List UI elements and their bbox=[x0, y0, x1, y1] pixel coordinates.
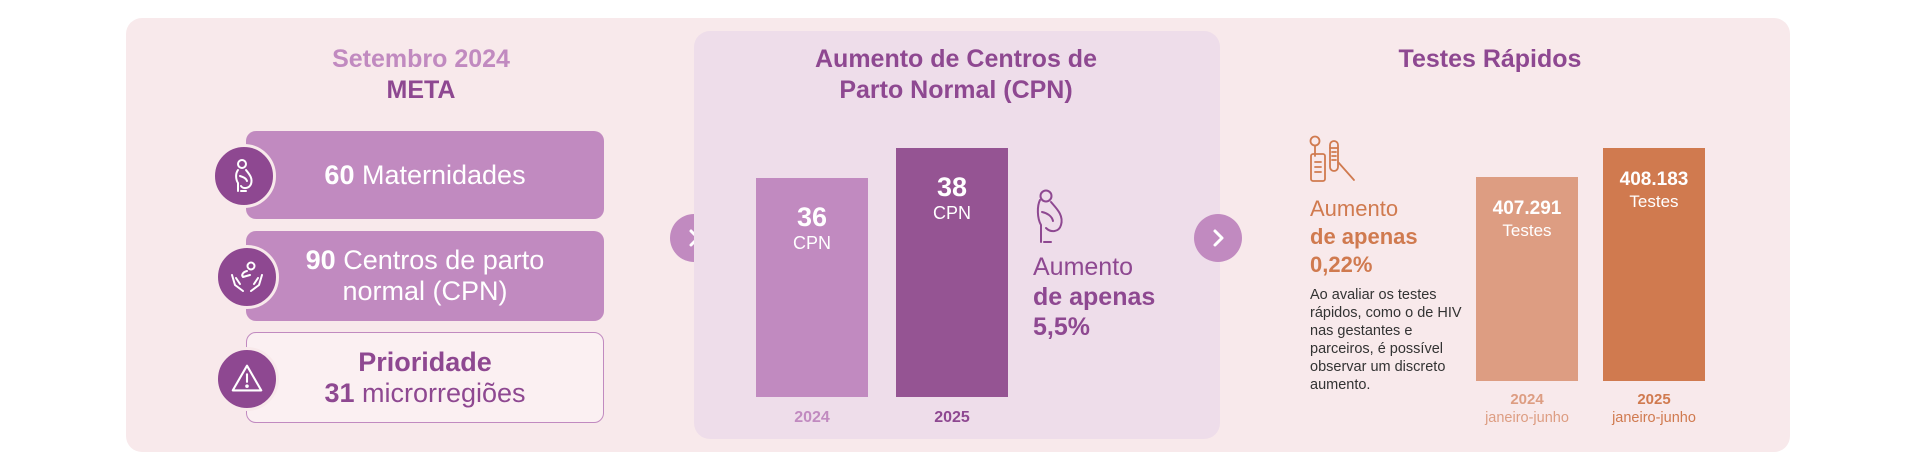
cpn-title: Aumento de Centros de Parto Normal (CPN) bbox=[760, 44, 1152, 106]
cpn-bar-value: 38 bbox=[936, 172, 968, 202]
testes-bar-unit: Testes bbox=[1629, 192, 1679, 211]
baby-hands-icon bbox=[215, 245, 279, 309]
testes-bar-unit: Testes bbox=[1502, 221, 1552, 240]
cpn-year-label: 2024 bbox=[794, 409, 830, 426]
meta-date: Setembro 2024 bbox=[332, 45, 510, 73]
testes-aumento: Aumento de apenas 0,22% bbox=[1310, 195, 1418, 279]
testes-year: 2025 bbox=[1637, 391, 1671, 408]
testes-aumento-line1: Aumento bbox=[1310, 196, 1399, 221]
microrregioes-count: 31 bbox=[324, 377, 355, 408]
cpn-bar-unit: CPN bbox=[792, 233, 831, 253]
cpn-bar-value: 36 bbox=[796, 202, 828, 232]
cpn-label: Centros de parto bbox=[335, 245, 545, 275]
meta-prioridade: Prioridade 31 microrregiões bbox=[246, 332, 604, 423]
cpn-aumento-percent: 5,5% bbox=[1033, 313, 1090, 341]
cpn-title-line2: Parto Normal (CPN) bbox=[839, 76, 1073, 104]
testes-aumento-percent: 0,22% bbox=[1310, 252, 1373, 277]
testes-period: janeiro-junho bbox=[1485, 410, 1569, 426]
maternidades-count: 60 bbox=[324, 159, 355, 190]
pregnant-woman-icon bbox=[212, 144, 276, 208]
cpn-label-2: normal (CPN) bbox=[342, 276, 508, 306]
testes-period-label: 2024 janeiro-junho bbox=[1462, 391, 1592, 427]
testes-year: 2024 bbox=[1510, 391, 1544, 408]
microrregioes-label: microrregiões bbox=[354, 377, 526, 408]
cpn-count: 90 bbox=[305, 245, 336, 275]
warning-icon bbox=[215, 347, 279, 411]
cpn-aumento-line1: Aumento bbox=[1033, 253, 1134, 281]
cpn-bar-2025: 38 CPN bbox=[896, 148, 1008, 397]
testes-bar-2024: 407.291 Testes bbox=[1476, 177, 1578, 381]
pregnant-woman-icon bbox=[1036, 189, 1063, 243]
maternidades-label: Maternidades bbox=[354, 159, 526, 190]
meta-label: META bbox=[386, 76, 456, 104]
testes-period: janeiro-junho bbox=[1612, 410, 1696, 426]
meta-maternidades: 60 Maternidades bbox=[246, 131, 604, 219]
cpn-year-label: 2025 bbox=[934, 409, 970, 426]
testes-bar-2025: 408.183 Testes bbox=[1603, 148, 1705, 381]
testes-period-label: 2025 janeiro-junho bbox=[1589, 391, 1719, 427]
cpn-aumento-line2: de apenas bbox=[1033, 283, 1156, 311]
cpn-title-line1: Aumento de Centros de bbox=[815, 45, 1097, 73]
prioridade-label: Prioridade bbox=[358, 346, 492, 377]
cpn-bar-unit: CPN bbox=[932, 203, 971, 223]
testes-bar-value: 408.183 bbox=[1619, 169, 1689, 190]
meta-title: Setembro 2024 META bbox=[290, 44, 552, 106]
testes-description: Ao avaliar os testes rápidos, como o de … bbox=[1310, 287, 1462, 393]
testes-bar-value: 407.291 bbox=[1492, 198, 1562, 219]
testes-aumento-line2: de apenas bbox=[1310, 224, 1418, 249]
cpn-aumento: Aumento de apenas 5,5% bbox=[1033, 252, 1155, 342]
rapid-test-icon bbox=[1309, 135, 1355, 182]
cpn-bar-2024: 36 CPN bbox=[756, 178, 868, 397]
testes-title: Testes Rápidos bbox=[1398, 45, 1582, 73]
meta-cpn: 90 Centros de parto normal (CPN) bbox=[246, 231, 604, 321]
next-arrow-icon[interactable] bbox=[1194, 214, 1242, 262]
